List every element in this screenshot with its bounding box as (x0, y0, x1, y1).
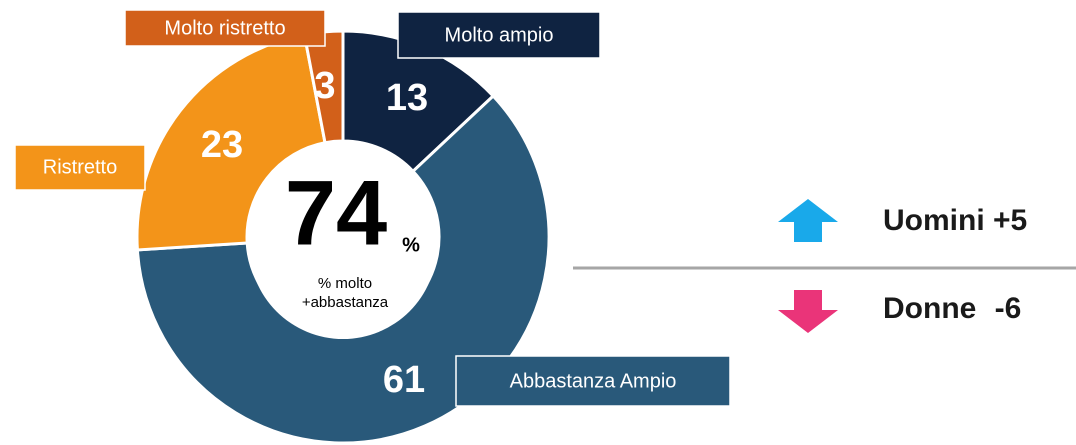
value-label: 3 (314, 65, 335, 107)
comparison-name: Donne (883, 292, 976, 325)
value-label: 23 (201, 124, 243, 166)
value-label: 13 (386, 77, 428, 119)
category-label: Molto ampio (445, 24, 554, 46)
comparison-value: +5 (993, 204, 1027, 237)
category-label: Molto ristretto (164, 17, 285, 39)
comparison: Donne -6 (883, 292, 1021, 325)
legend-box (14, 144, 146, 191)
legend-box (455, 355, 731, 407)
category-label: Ristretto (43, 156, 117, 178)
center-label: % molto (318, 275, 372, 292)
value-label: 61 (383, 359, 425, 401)
legend-box (397, 11, 601, 59)
arrow-down (778, 290, 838, 333)
donut-slice (341, 29, 496, 174)
comparison-name: Uomini (883, 204, 985, 237)
comparison: Uomini +5 (883, 204, 1027, 237)
comparison-value: -6 (995, 292, 1022, 325)
arrow-up (778, 199, 838, 242)
center-unit: % (402, 234, 420, 256)
category-label: Abbastanza Ampio (510, 370, 677, 392)
center-label: +abbastanza (302, 294, 389, 311)
center-circle (249, 151, 437, 339)
center-value: 74 (285, 162, 387, 264)
legend-box (124, 9, 326, 47)
